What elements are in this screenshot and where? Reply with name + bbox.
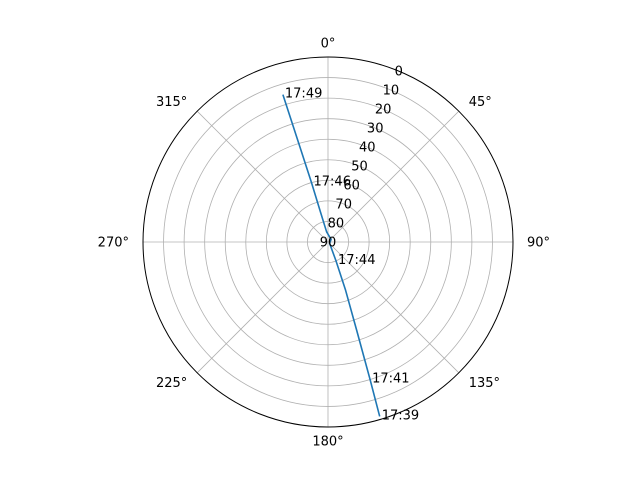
polar-frame [142,56,514,428]
angle-tick-label: 135° [469,376,500,391]
time-annotation: 17:49 [285,87,322,102]
radial-tick-label: 30 [367,122,384,137]
grid-layer [142,56,514,428]
angle-tick-label: 270° [98,236,129,251]
radial-tick-label: 0 [395,65,403,80]
radial-tick-label: 90 [320,236,337,251]
angular-gridline [196,241,329,374]
angle-tick-label: 180° [312,435,343,450]
time-annotation: 17:44 [338,253,375,268]
angle-tick-label: 225° [156,376,187,391]
radial-tick-label: 60 [343,179,360,194]
time-annotations: 17:39 17:41 17:44 17:46 17:49 [285,87,419,424]
angle-tick-labels: 0° 45° 90° 135° 180° 225° 270° 315° [98,37,550,450]
radial-tick-label: 10 [383,84,400,99]
radial-tick-label: 80 [328,217,345,232]
angular-gridline [327,241,460,374]
series-line [282,94,381,417]
radial-tick-label: 50 [351,160,368,175]
angle-tick-label: 0° [321,37,336,52]
angular-gridline [196,110,329,243]
series-layer [282,94,381,417]
angle-tick-label: 315° [156,95,187,110]
time-annotation: 17:41 [372,372,409,387]
radial-tick-labels: 0 10 20 30 40 50 60 70 80 90 [320,65,403,251]
time-annotation: 17:46 [314,175,351,190]
angle-tick-label: 45° [469,95,492,110]
angle-tick-label: 90° [527,236,550,251]
radial-tick-label: 40 [359,141,376,156]
radial-tick-label: 20 [375,103,392,118]
radial-tick-label: 70 [335,198,352,213]
angular-gridline [327,110,460,243]
time-annotation: 17:39 [382,408,419,423]
